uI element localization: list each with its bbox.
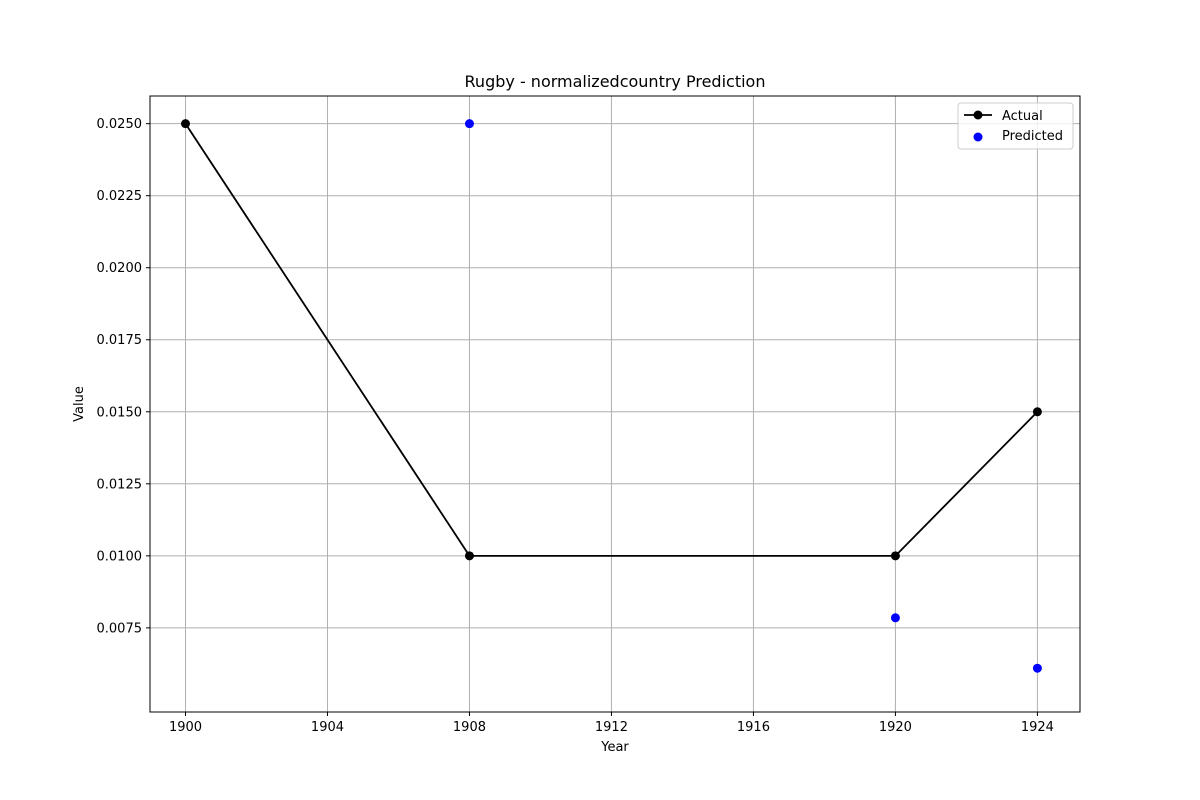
actual-data-point <box>1032 407 1042 417</box>
x-tick-label: 1920 <box>879 720 912 735</box>
x-tick-label: 1904 <box>311 720 344 735</box>
y-tick-label: 0.0250 <box>97 117 143 132</box>
actual-data-point <box>890 551 900 561</box>
y-tick-label: 0.0175 <box>97 333 143 348</box>
legend-predicted-marker <box>973 132 983 142</box>
y-tick-label: 0.0225 <box>97 189 143 204</box>
actual-series-line <box>184 123 1039 557</box>
legend-actual-marker <box>973 110 983 120</box>
y-tick-label: 0.0125 <box>97 477 143 492</box>
y-tick-label: 0.0150 <box>97 405 143 420</box>
chart-title: Rugby - normalizedcountry Prediction <box>465 72 766 91</box>
tick-layer: 1900 1904 1908 1912 1916 1920 1924 0.0075 0.0100… <box>97 117 1054 735</box>
x-tick-label: 1912 <box>595 720 628 735</box>
x-tick-label: 1924 <box>1021 720 1054 735</box>
plot-frame <box>149 95 1081 713</box>
y-tick-label: 0.0075 <box>97 621 143 636</box>
data-layer <box>180 119 1042 673</box>
actual-data-point <box>180 119 190 129</box>
legend-label: Actual <box>1002 109 1043 124</box>
x-axis-label: Year <box>600 740 629 755</box>
x-tick-label: 1916 <box>737 720 770 735</box>
legend-label: Predicted <box>1002 129 1063 144</box>
legend: Actual Predicted <box>957 102 1074 150</box>
y-tick-label: 0.0100 <box>97 549 143 564</box>
y-tick-label: 0.0200 <box>97 261 143 276</box>
x-tick-label: 1900 <box>169 720 202 735</box>
grid-layer <box>150 96 1080 712</box>
predicted-data-point <box>1032 663 1042 673</box>
x-tick-label: 1908 <box>453 720 486 735</box>
y-axis-label: Value <box>72 386 87 422</box>
actual-data-point <box>464 551 474 561</box>
predicted-data-point <box>464 119 474 129</box>
predicted-data-point <box>890 613 900 623</box>
